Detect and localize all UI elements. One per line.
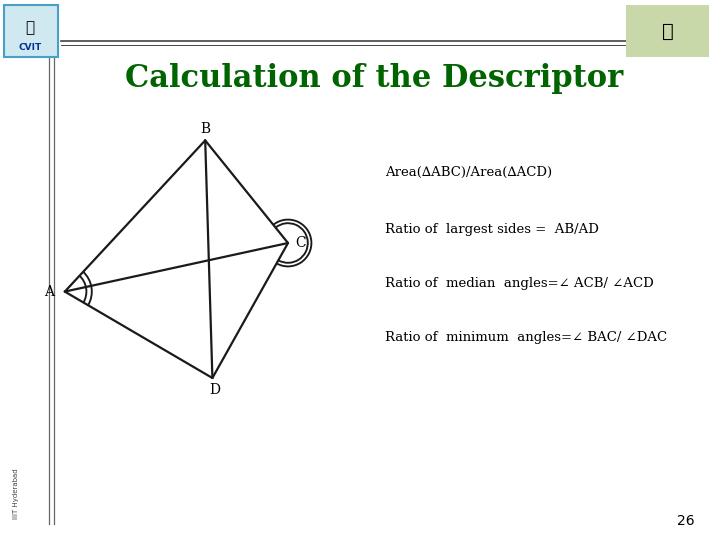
Text: Ratio of  largest sides =  AB/AD: Ratio of largest sides = AB/AD <box>385 223 599 236</box>
Bar <box>626 5 709 57</box>
Text: Calculation of the Descriptor: Calculation of the Descriptor <box>125 63 624 94</box>
Text: C: C <box>296 236 306 250</box>
Text: Area(∆ABC)/Area(∆ACD): Area(∆ABC)/Area(∆ACD) <box>385 166 552 179</box>
Text: IIIT Hyderabad: IIIT Hyderabad <box>13 469 19 519</box>
Text: 👁: 👁 <box>26 21 35 36</box>
Text: D: D <box>209 383 220 397</box>
Text: CVIT: CVIT <box>19 43 42 52</box>
Text: 🌳: 🌳 <box>662 22 674 41</box>
Text: 26: 26 <box>678 514 695 528</box>
Text: Ratio of  minimum  angles=∠ BAC/ ∠DAC: Ratio of minimum angles=∠ BAC/ ∠DAC <box>385 331 667 344</box>
Bar <box>4 5 58 57</box>
Text: A: A <box>44 285 54 299</box>
Text: Ratio of  median  angles=∠ ACB/ ∠ACD: Ratio of median angles=∠ ACB/ ∠ACD <box>385 277 654 290</box>
Text: B: B <box>200 122 210 136</box>
